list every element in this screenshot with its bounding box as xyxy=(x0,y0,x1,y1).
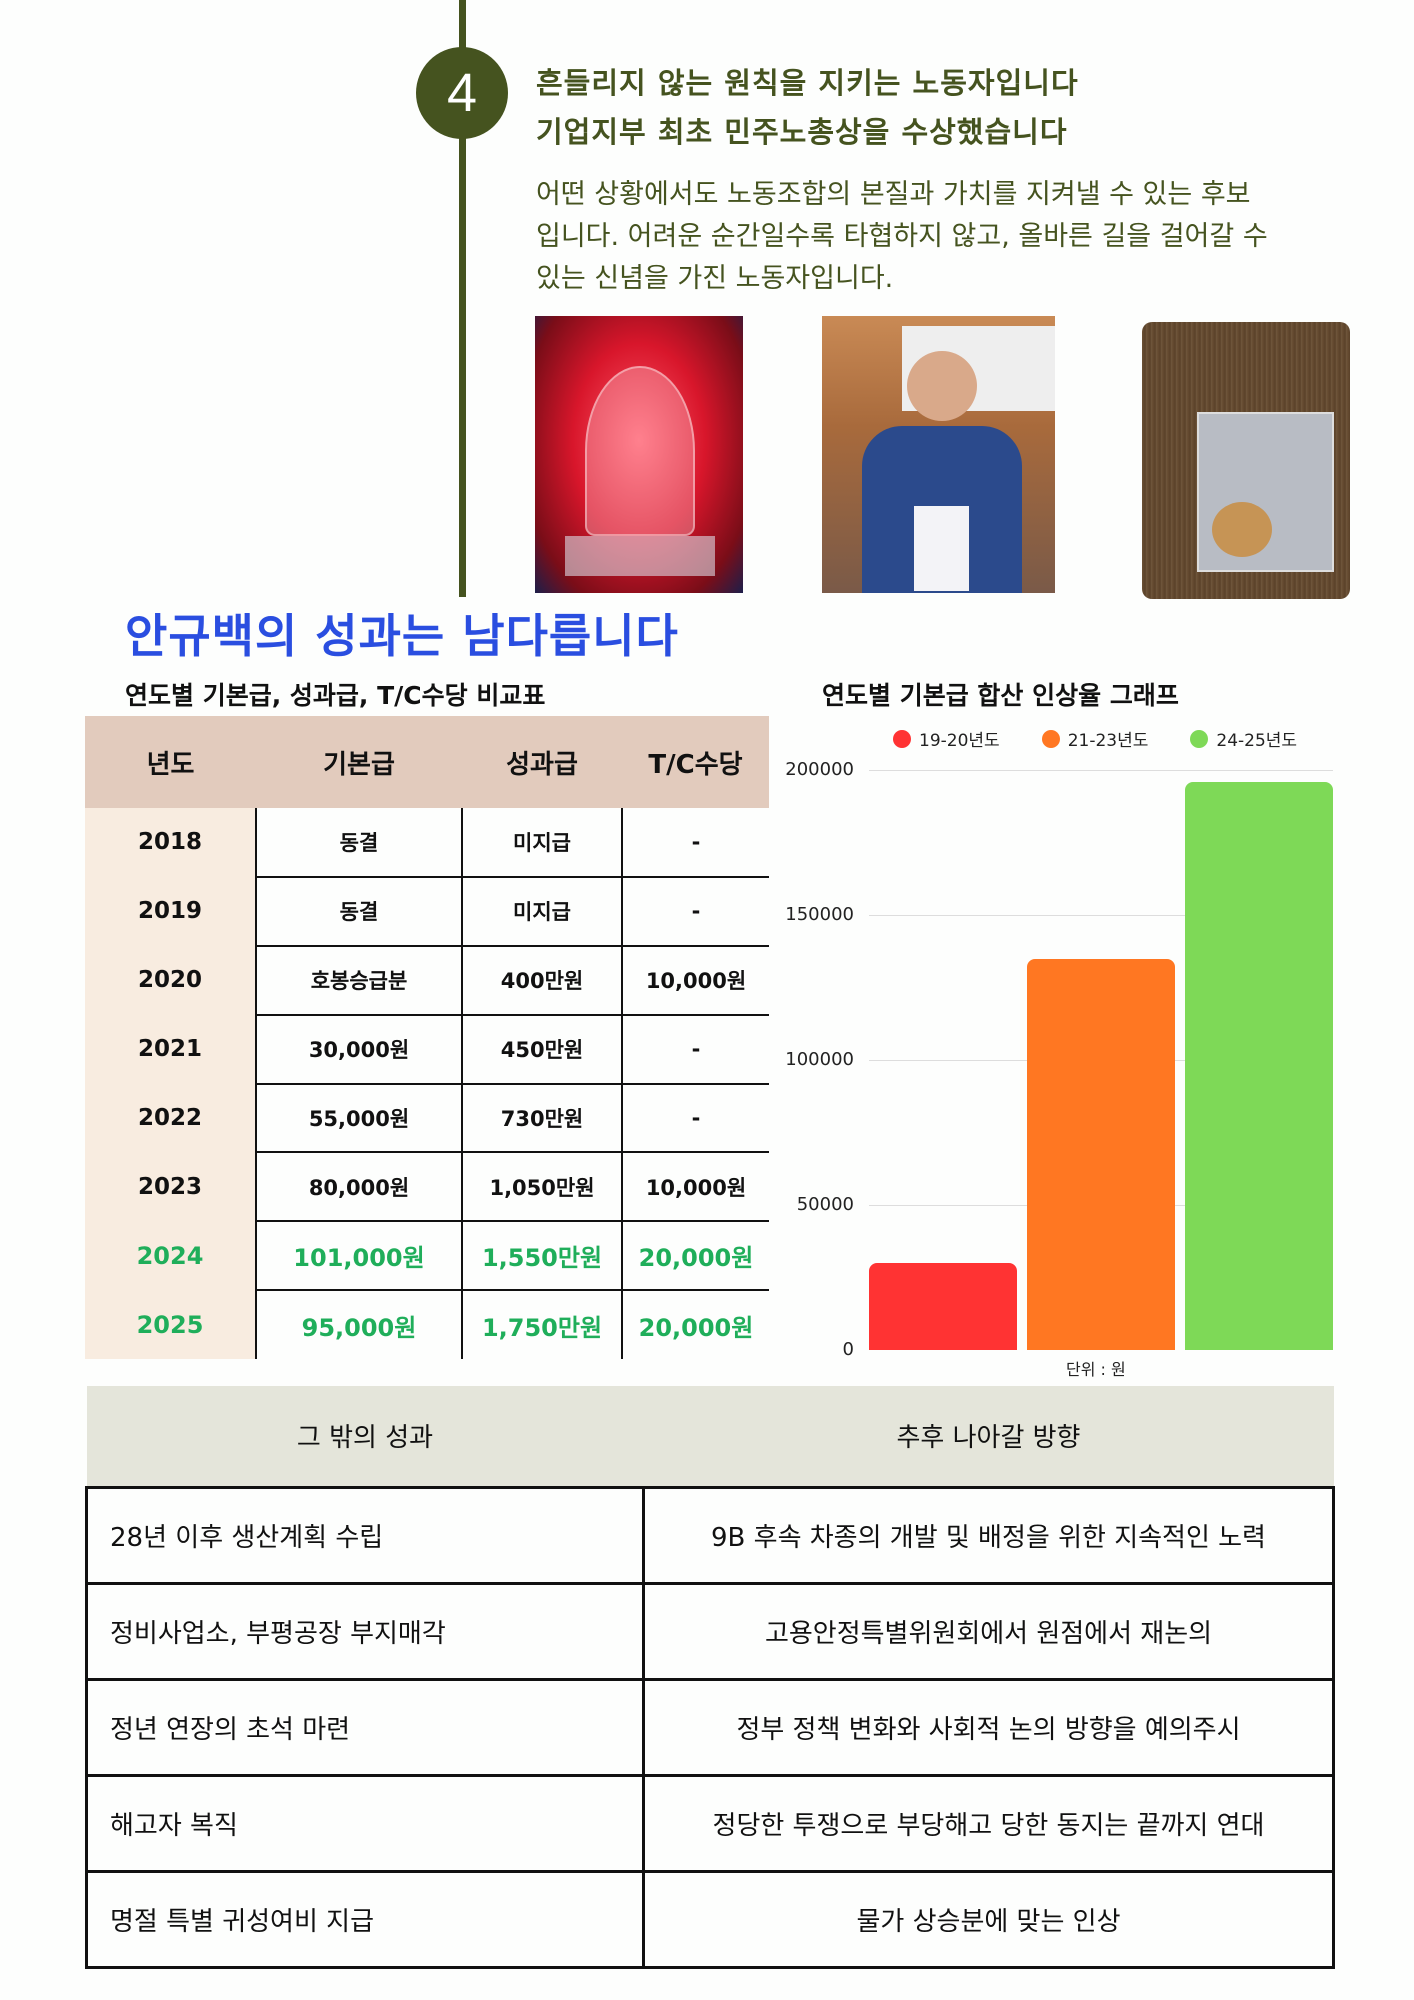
headline-line-2: 기업지부 최초 민주노총상을 수상했습니다 xyxy=(536,115,1068,149)
cell-tc-allowance: 20,000원 xyxy=(621,1290,769,1360)
cell-achievement: 정년 연장의 초석 마련 xyxy=(85,1677,645,1777)
gridline xyxy=(869,770,1333,771)
table-row: 정년 연장의 초석 마련 정부 정책 변화와 사회적 논의 방향을 예의주시 xyxy=(85,1677,1335,1777)
cell-bonus: 450만원 xyxy=(461,1014,622,1085)
chart-title: 연도별 기본급 합산 인상율 그래프 xyxy=(822,681,1179,710)
x-axis-unit-label: 단위 : 원 xyxy=(1066,1360,1126,1379)
header-tc-allowance: T/C수당 xyxy=(622,716,769,808)
cell-base-pay: 95,000원 xyxy=(255,1290,462,1360)
cell-year: 2019 xyxy=(85,876,256,946)
table-title: 연도별 기본급, 성과급, T/C수당 비교표 xyxy=(125,681,546,710)
cell-future-direction: 정부 정책 변화와 사회적 논의 방향을 예의주시 xyxy=(642,1677,1335,1777)
table-row: 2020 호봉승급분 400만원 10,000원 xyxy=(85,945,769,1016)
legend-label: 19-20년도 xyxy=(919,731,1000,751)
cell-base-pay: 30,000원 xyxy=(255,1014,462,1085)
timeline-line xyxy=(459,0,466,597)
cell-year: 2021 xyxy=(85,1014,256,1084)
bar-21-23년도 xyxy=(1027,958,1175,1350)
table-row: 28년 이후 생산계획 수립 9B 후속 차종의 개발 및 배정을 위한 지속적인… xyxy=(85,1485,1335,1585)
cell-base-pay: 101,000원 xyxy=(255,1221,462,1292)
cell-future-direction: 정당한 투쟁으로 부당해고 당한 동지는 끝까지 연대 xyxy=(642,1773,1335,1873)
bottom-table-header-row: 그 밖의 성과 추후 나아갈 방향 xyxy=(86,1386,1334,1489)
cell-tc-allowance: 10,000원 xyxy=(621,1152,769,1223)
cell-year: 2020 xyxy=(85,945,256,1015)
table-row: 2022 55,000원 730만원 - xyxy=(85,1083,769,1154)
cell-bonus: 1,050만원 xyxy=(461,1152,622,1223)
cell-bonus: 730만원 xyxy=(461,1083,622,1154)
cell-tc-allowance: - xyxy=(621,876,769,947)
body-line-1: 어떤 상황에서도 노동조합의 본질과 가치를 지켜낼 수 있는 후보 xyxy=(536,179,1251,210)
cell-base-pay: 55,000원 xyxy=(255,1083,462,1154)
body-line-2: 입니다. 어려운 순간일수록 타협하지 않고, 올바른 길을 걸어갈 수 xyxy=(536,221,1268,252)
cell-base-pay: 호봉승급분 xyxy=(255,945,462,1016)
table-row: 2018 동결 미지급 - xyxy=(85,808,769,878)
legend-marker xyxy=(893,729,911,748)
cell-tc-allowance: - xyxy=(621,808,769,878)
cell-bonus: 400만원 xyxy=(461,945,622,1016)
cell-achievement: 명절 특별 귀성여비 지급 xyxy=(85,1869,645,1969)
legend-marker xyxy=(1190,729,1209,748)
cell-year: 2024 xyxy=(85,1221,256,1291)
cell-tc-allowance: 20,000원 xyxy=(621,1221,769,1292)
header-other-achievements: 그 밖의 성과 xyxy=(86,1386,644,1489)
cell-year: 2022 xyxy=(85,1083,256,1153)
candidate-photo xyxy=(822,316,1055,593)
cell-achievement: 정비사업소, 부평공장 부지매각 xyxy=(85,1581,645,1681)
table-row: 정비사업소, 부평공장 부지매각 고용안정특별위원회에서 원점에서 재논의 xyxy=(85,1581,1335,1681)
table-row: 명절 특별 귀성여비 지급 물가 상승분에 맞는 인상 xyxy=(85,1869,1335,1969)
header-future-direction: 추후 나아갈 방향 xyxy=(643,1386,1334,1489)
table-row: 2025 95,000원 1,750만원 20,000원 xyxy=(85,1290,769,1360)
bar-19-20년도 xyxy=(869,1263,1017,1350)
cell-bonus: 미지급 xyxy=(461,876,622,947)
table-row: 2024 101,000원 1,550만원 20,000원 xyxy=(85,1221,769,1292)
header-bonus: 성과급 xyxy=(462,716,622,808)
cell-bonus: 1,550만원 xyxy=(461,1221,622,1292)
headline-line-1: 흔들리지 않는 원칙을 지키는 노동자입니다 xyxy=(536,66,1079,100)
legend: 19-20년도 21-23년도 24-25년도 xyxy=(893,726,1297,751)
cell-achievement: 해고자 복직 xyxy=(85,1773,645,1873)
cell-year: 2018 xyxy=(85,808,256,877)
cell-tc-allowance: - xyxy=(621,1083,769,1154)
cell-future-direction: 고용안정특별위원회에서 원점에서 재논의 xyxy=(642,1581,1335,1681)
cell-achievement: 28년 이후 생산계획 수립 xyxy=(85,1485,645,1585)
cell-base-pay: 동결 xyxy=(255,876,462,947)
y-tick-label: 0 xyxy=(842,1339,854,1360)
plaque-photo xyxy=(1142,322,1350,599)
legend-label: 21-23년도 xyxy=(1067,731,1149,751)
y-tick-label: 50000 xyxy=(796,1194,854,1215)
cell-bonus: 미지급 xyxy=(461,808,622,878)
body-line-3: 있는 신념을 가진 노동자입니다. xyxy=(536,263,894,294)
bar-24-25년도 xyxy=(1185,781,1333,1350)
achievements-table: 그 밖의 성과 추후 나아갈 방향 28년 이후 생산계획 수립 9B 후속 차종… xyxy=(85,1386,1335,1969)
cell-future-direction: 9B 후속 차종의 개발 및 배정을 위한 지속적인 노력 xyxy=(642,1485,1335,1585)
section-title: 안규백의 성과는 남다릅니다 xyxy=(125,609,679,663)
cell-year: 2023 xyxy=(85,1152,256,1222)
table-row: 2021 30,000원 450만원 - xyxy=(85,1014,769,1085)
header-year: 년도 xyxy=(85,716,256,808)
cell-base-pay: 동결 xyxy=(255,808,462,878)
header-base-pay: 기본급 xyxy=(256,716,462,808)
legend-marker xyxy=(1041,729,1060,748)
cell-year: 2025 xyxy=(85,1290,256,1360)
y-tick-label: 150000 xyxy=(785,904,854,925)
table-header-row: 년도 기본급 성과급 T/C수당 xyxy=(85,716,769,808)
cell-bonus: 1,750만원 xyxy=(461,1290,622,1360)
salary-comparison-table: 년도 기본급 성과급 T/C수당 2018 동결 미지급 -2019 동결 미지급 -202… xyxy=(85,716,769,1360)
cell-future-direction: 물가 상승분에 맞는 인상 xyxy=(642,1869,1335,1969)
table-row: 2023 80,000원 1,050만원 10,000원 xyxy=(85,1152,769,1223)
gridline xyxy=(869,915,1333,916)
y-tick-label: 200000 xyxy=(785,759,854,780)
trophy-photo xyxy=(535,316,743,593)
cell-base-pay: 80,000원 xyxy=(255,1152,462,1223)
cell-tc-allowance: - xyxy=(621,1014,769,1085)
cell-tc-allowance: 10,000원 xyxy=(621,945,769,1016)
legend-label: 24-25년도 xyxy=(1216,731,1298,751)
table-row: 해고자 복직 정당한 투쟁으로 부당해고 당한 동지는 끝까지 연대 xyxy=(85,1773,1335,1873)
y-tick-label: 100000 xyxy=(785,1049,854,1070)
step-number-badge: 4 xyxy=(416,47,508,139)
table-row: 2019 동결 미지급 - xyxy=(85,876,769,947)
